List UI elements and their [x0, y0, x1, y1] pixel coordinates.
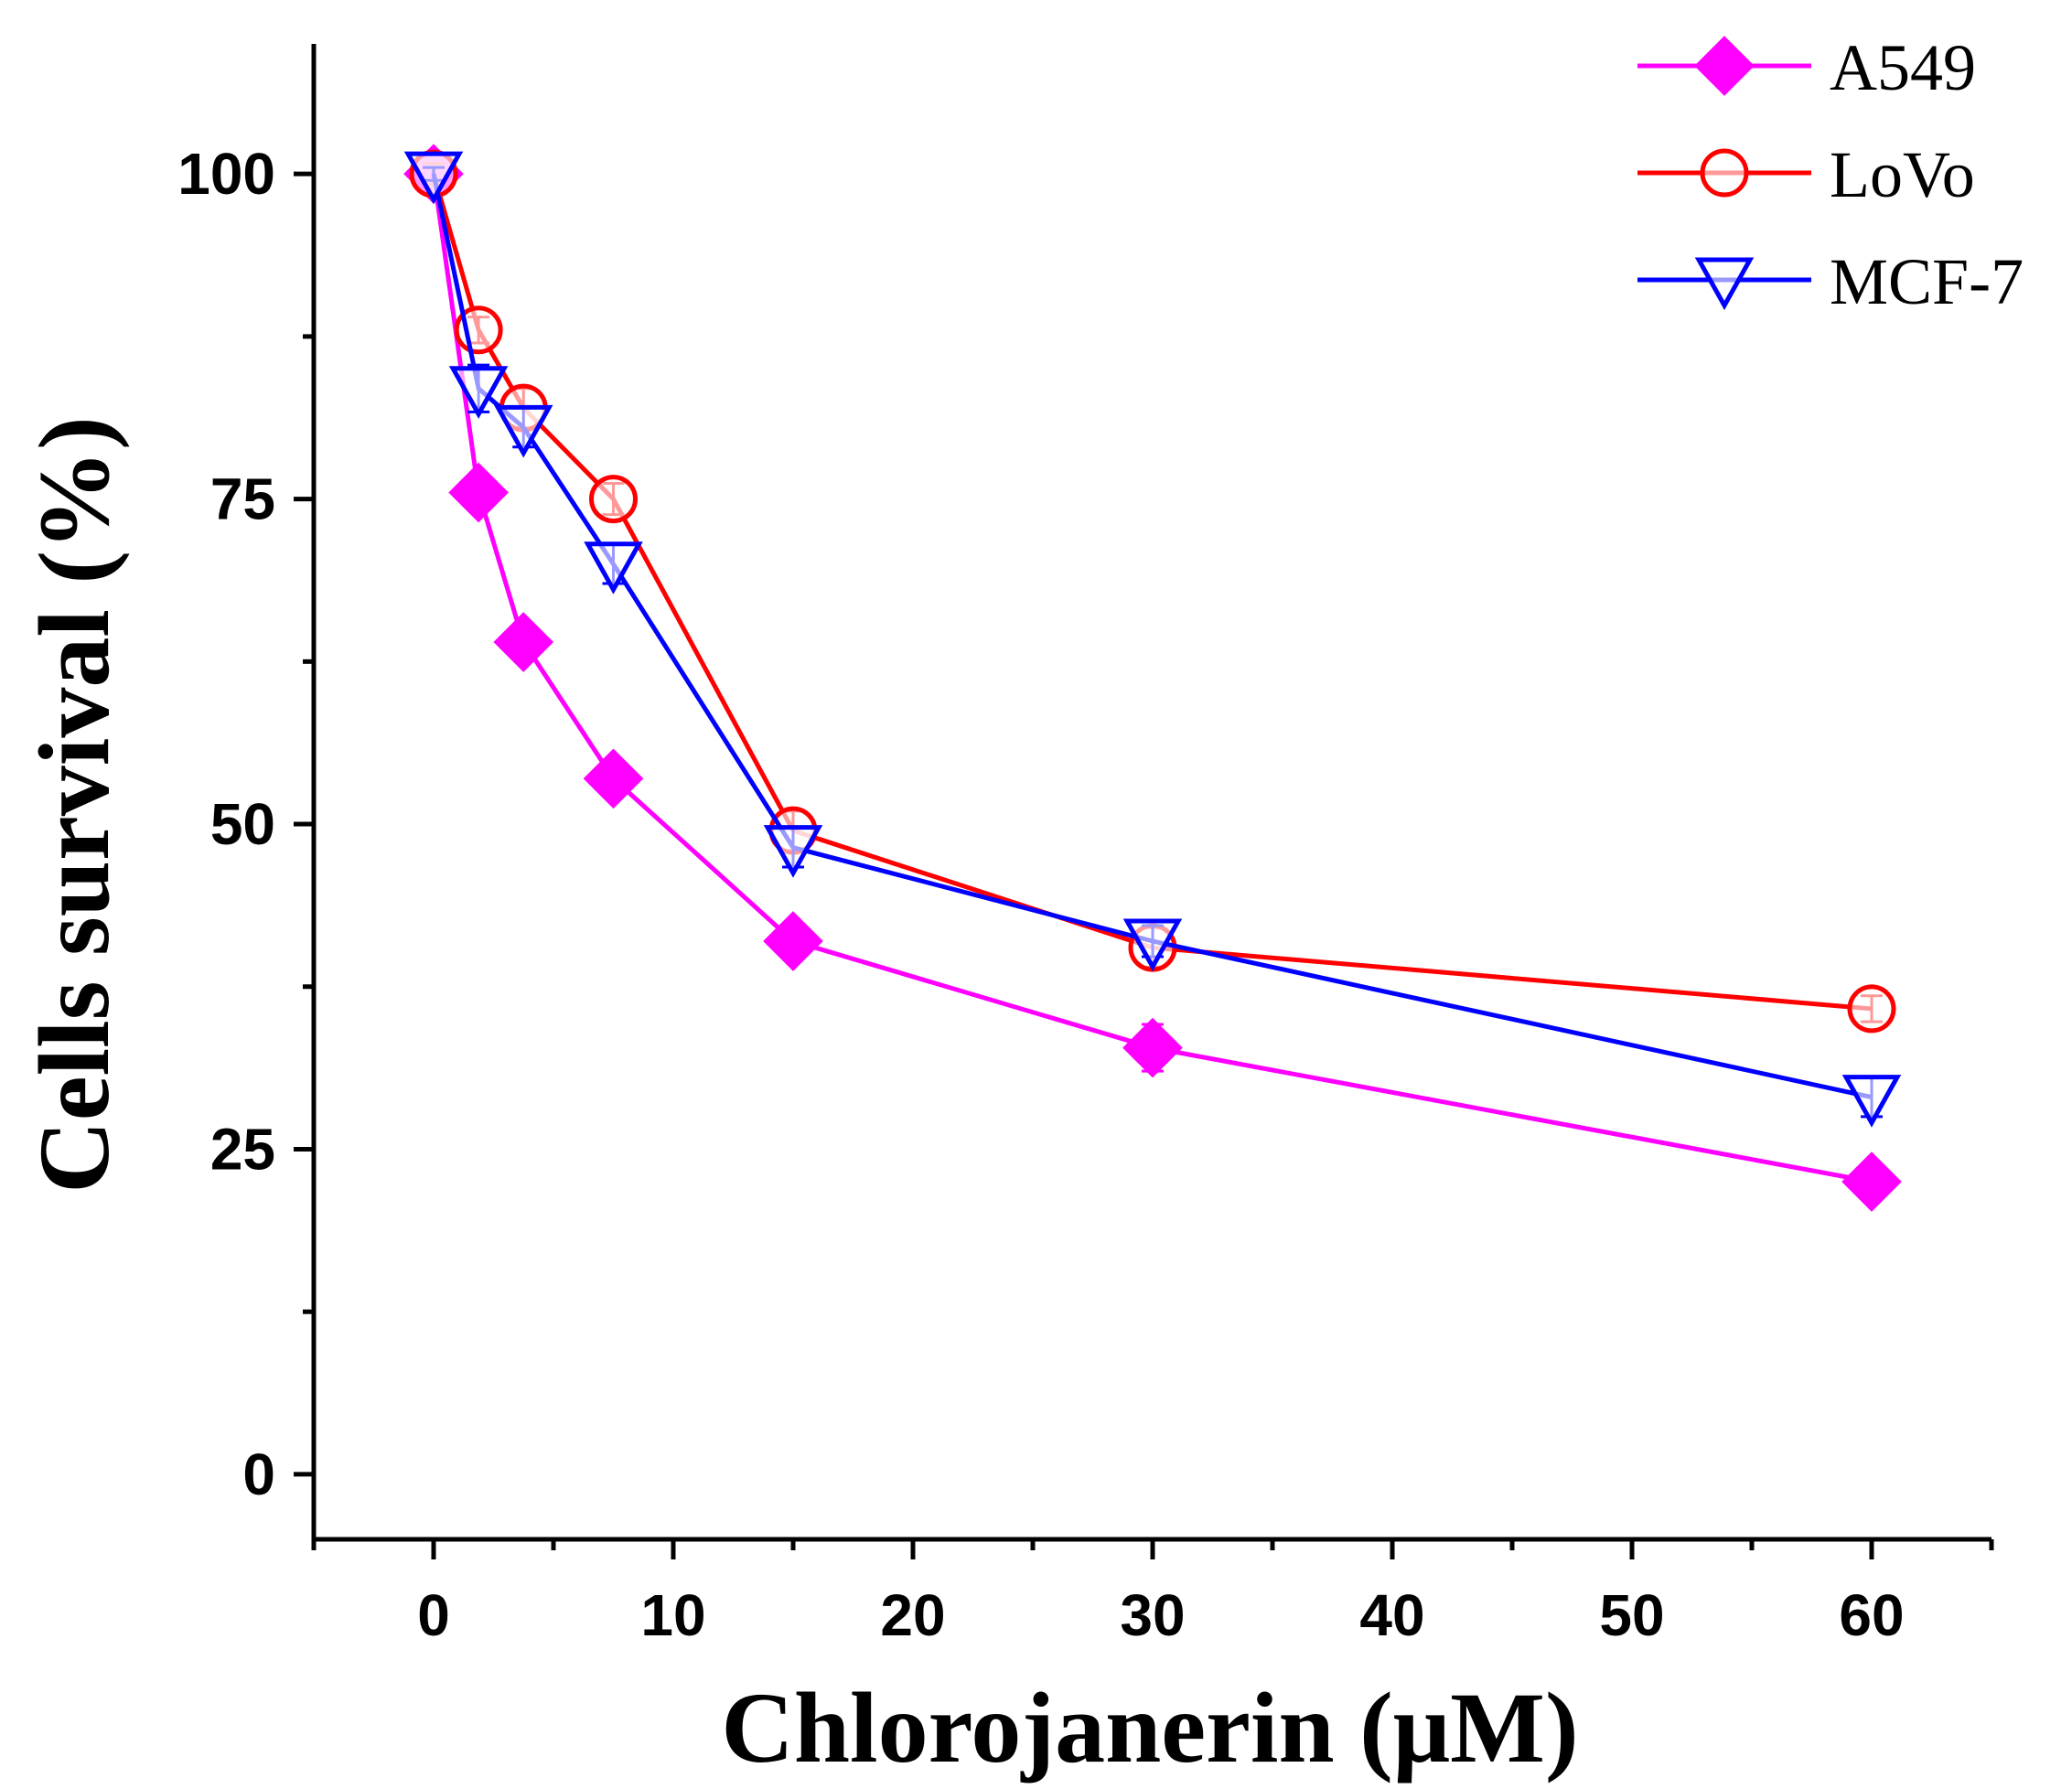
- data-point: [403, 151, 464, 205]
- series-lovo: [409, 149, 1896, 1034]
- legend-item-a549: A549: [1637, 31, 1976, 104]
- legend-label: LoVo: [1830, 138, 1975, 211]
- x-tick-label: 20: [880, 1582, 945, 1648]
- legend-marker: [1694, 257, 1755, 311]
- y-tick-label: 0: [242, 1441, 275, 1507]
- legend: A549 LoVo MCF-7: [1637, 31, 2024, 318]
- data-point: [493, 404, 553, 458]
- series-line: [431, 173, 1873, 1012]
- data-point: [1847, 984, 1896, 1034]
- x-axis: 0 10 20 30 40 50 60: [311, 1539, 1994, 1648]
- x-tick-label: 50: [1599, 1582, 1664, 1648]
- data-point: [584, 541, 643, 595]
- legend-marker: [1694, 36, 1755, 96]
- data-point: [763, 825, 823, 878]
- data-point: [493, 612, 554, 672]
- y-tick-label: 75: [210, 466, 275, 532]
- data-point: [1841, 1075, 1902, 1128]
- x-tick-label: 10: [640, 1582, 705, 1648]
- data-point: [1841, 1152, 1902, 1212]
- y-tick-label: 100: [177, 141, 275, 207]
- data-point: [1122, 918, 1183, 972]
- legend-label: A549: [1830, 31, 1976, 104]
- x-tick-label: 30: [1120, 1582, 1185, 1648]
- x-tick-label: 40: [1359, 1582, 1424, 1648]
- x-axis-title: Chlorojanerin (μM): [721, 1672, 1578, 1784]
- legend-item-mcf-7: MCF-7: [1637, 245, 2024, 318]
- y-tick-label: 50: [210, 791, 275, 857]
- legend-item-lovo: LoVo: [1637, 138, 1975, 211]
- data-point: [1122, 1017, 1183, 1078]
- legend-marker: [1700, 148, 1749, 198]
- series-layer: [403, 144, 1902, 1212]
- data-point: [448, 366, 509, 419]
- data-point: [448, 462, 509, 523]
- x-tick-label: 60: [1839, 1582, 1904, 1648]
- data-point: [589, 475, 638, 524]
- y-axis-title: Cells survival (%): [18, 416, 130, 1193]
- x-tick-label: 0: [417, 1582, 450, 1648]
- data-point: [583, 748, 644, 809]
- legend-label: MCF-7: [1830, 245, 2024, 318]
- series-a549: [403, 144, 1902, 1212]
- y-axis: 0 25 50 75 100: [177, 141, 314, 1507]
- series-mcf-7: [403, 151, 1902, 1128]
- data-point: [763, 911, 823, 971]
- y-tick-label: 25: [210, 1116, 275, 1182]
